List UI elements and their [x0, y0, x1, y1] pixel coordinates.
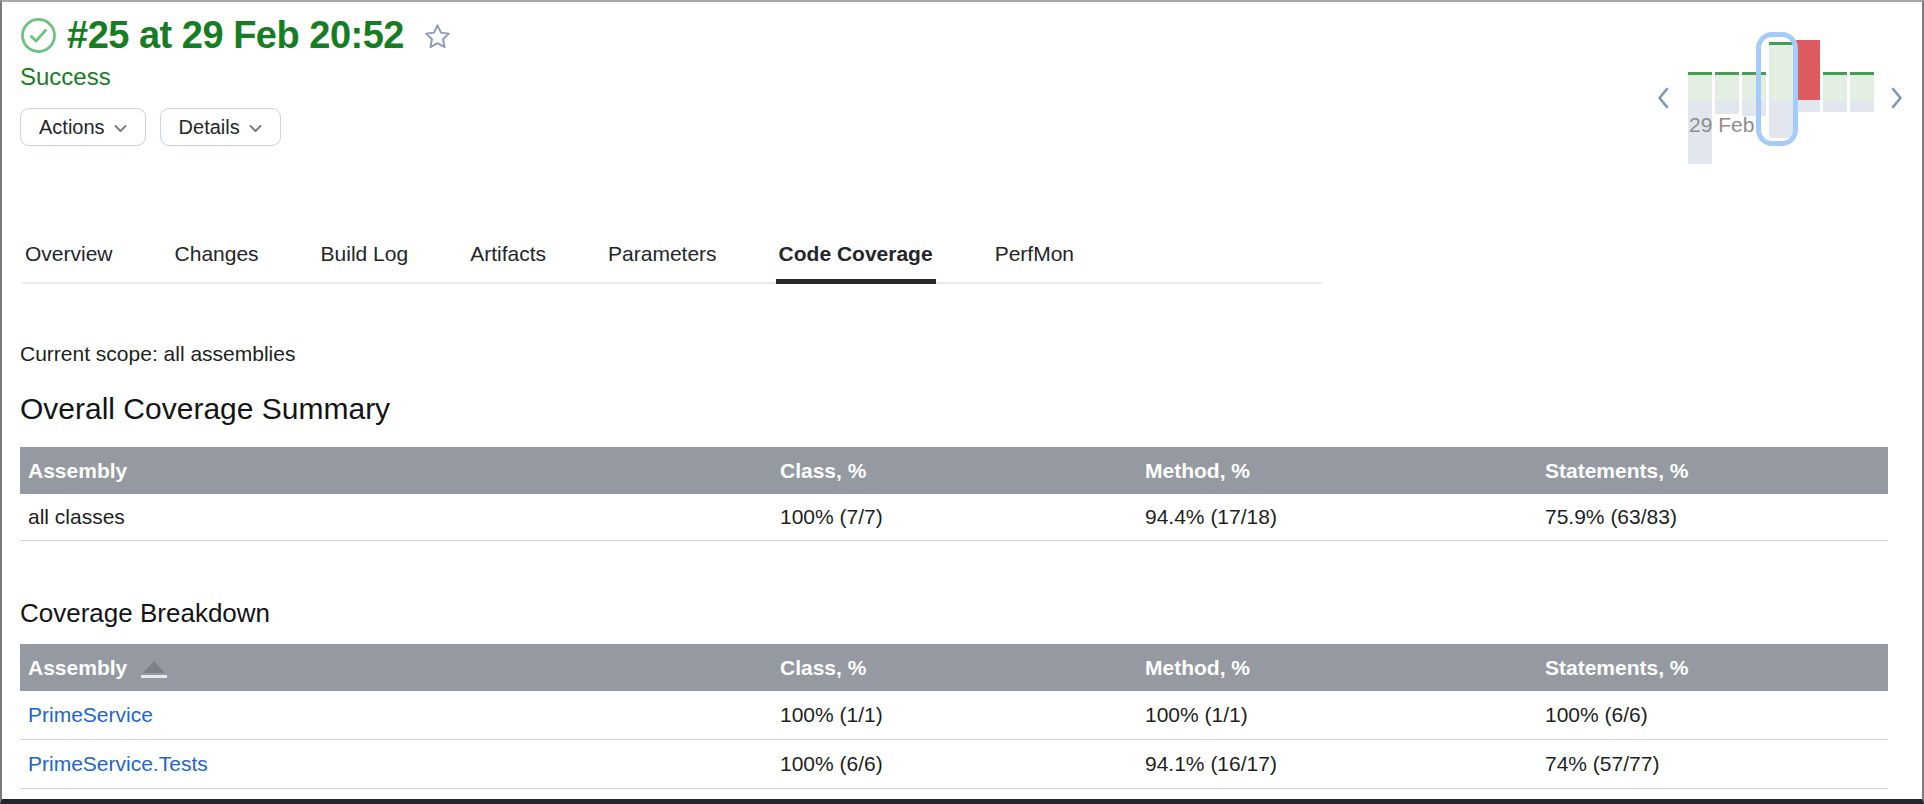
summary-header-row: Assembly Class, % Method, % Statements, … — [20, 447, 1888, 494]
statements-pct-cell: 75.9% (63/83) — [1537, 494, 1888, 541]
build-status: Success — [20, 63, 1922, 91]
summary-table: Assembly Class, % Method, % Statements, … — [20, 447, 1888, 541]
tab-code-coverage[interactable]: Code Coverage — [776, 241, 936, 282]
code-coverage-content: Current scope: all assemblies Overall Co… — [2, 341, 1922, 789]
history-bar[interactable] — [1823, 72, 1847, 100]
method-pct-cell: 94.1% (16/17) — [1137, 740, 1537, 789]
breakdown-heading: Coverage Breakdown — [20, 597, 1904, 629]
assembly-cell: PrimeService — [20, 691, 772, 740]
history-bar-selected[interactable] — [1769, 42, 1793, 100]
build-results-page: #25 at 29 Feb 20:52 Success Actions Deta… — [0, 0, 1924, 804]
chevron-down-icon — [249, 124, 262, 133]
tab-parameters[interactable]: Parameters — [605, 241, 720, 282]
column-header-class[interactable]: Class, % — [772, 644, 1137, 691]
class-pct-cell: 100% (1/1) — [772, 691, 1137, 740]
history-bar-duration — [1823, 100, 1847, 112]
details-button[interactable]: Details — [160, 108, 281, 146]
assembly-cell: all classes — [20, 494, 772, 541]
history-date-label: 29 Feb — [1689, 113, 1754, 137]
method-pct-cell: 94.4% (17/18) — [1137, 494, 1537, 541]
coverage-scope: Current scope: all assemblies — [20, 341, 1904, 367]
breakdown-table: Assembly Class, % Method, % Statements, … — [20, 644, 1888, 789]
assembly-cell: PrimeService.Tests — [20, 740, 772, 789]
details-button-label: Details — [179, 116, 240, 139]
summary-heading: Overall Coverage Summary — [20, 391, 1904, 427]
actions-button[interactable]: Actions — [20, 108, 146, 146]
column-header-statements: Statements, % — [1537, 447, 1888, 494]
build-title: #25 at 29 Feb 20:52 — [67, 12, 404, 58]
column-header-assembly-sortable[interactable]: Assembly — [20, 644, 772, 691]
build-history-widget: 29 Feb — [1654, 30, 1910, 175]
statements-pct-cell: 100% (6/6) — [1537, 691, 1888, 740]
history-bar-duration — [1715, 100, 1739, 114]
table-row: all classes 100% (7/7) 94.4% (17/18) 75.… — [20, 494, 1888, 541]
history-bar[interactable] — [1688, 72, 1712, 100]
history-prev-icon[interactable] — [1656, 86, 1670, 114]
history-bar-duration — [1850, 100, 1874, 112]
column-header-statements[interactable]: Statements, % — [1537, 644, 1888, 691]
history-bar[interactable] — [1850, 72, 1874, 100]
table-row: PrimeService 100% (1/1) 100% (1/1) 100% … — [20, 691, 1888, 740]
success-check-icon — [20, 17, 57, 54]
tab-perfmon[interactable]: PerfMon — [992, 241, 1077, 282]
history-bar[interactable] — [1796, 40, 1820, 100]
history-bar-duration — [1796, 100, 1820, 112]
history-next-icon[interactable] — [1890, 86, 1904, 114]
method-pct-cell: 100% (1/1) — [1137, 691, 1537, 740]
history-bar-duration — [1769, 100, 1793, 138]
breakdown-header-row: Assembly Class, % Method, % Statements, … — [20, 644, 1888, 691]
chevron-down-icon — [114, 124, 127, 133]
history-bar[interactable] — [1715, 72, 1739, 100]
build-tabs: Overview Changes Build Log Artifacts Paramet… — [22, 241, 1322, 284]
tab-changes[interactable]: Changes — [172, 241, 262, 282]
tab-overview[interactable]: Overview — [22, 241, 116, 282]
class-pct-cell: 100% (7/7) — [772, 494, 1137, 541]
column-header-class: Class, % — [772, 447, 1137, 494]
build-history-bars: 29 Feb — [1688, 30, 1874, 175]
statements-pct-cell: 74% (57/77) — [1537, 740, 1888, 789]
table-row: PrimeService.Tests 100% (6/6) 94.1% (16/… — [20, 740, 1888, 789]
column-header-assembly: Assembly — [20, 447, 772, 494]
actions-button-label: Actions — [39, 116, 105, 139]
tab-build-log[interactable]: Build Log — [318, 241, 412, 282]
history-bar[interactable] — [1742, 72, 1766, 100]
column-header-method[interactable]: Method, % — [1137, 644, 1537, 691]
column-header-method: Method, % — [1137, 447, 1537, 494]
assembly-link[interactable]: PrimeService.Tests — [28, 752, 208, 775]
assembly-link[interactable]: PrimeService — [28, 703, 153, 726]
tab-artifacts[interactable]: Artifacts — [467, 241, 549, 282]
class-pct-cell: 100% (6/6) — [772, 740, 1137, 789]
star-icon[interactable] — [422, 21, 453, 52]
column-header-assembly-label: Assembly — [28, 656, 127, 680]
build-header: #25 at 29 Feb 20:52 Success Actions Deta… — [2, 2, 1922, 146]
sort-ascending-icon — [141, 661, 167, 678]
